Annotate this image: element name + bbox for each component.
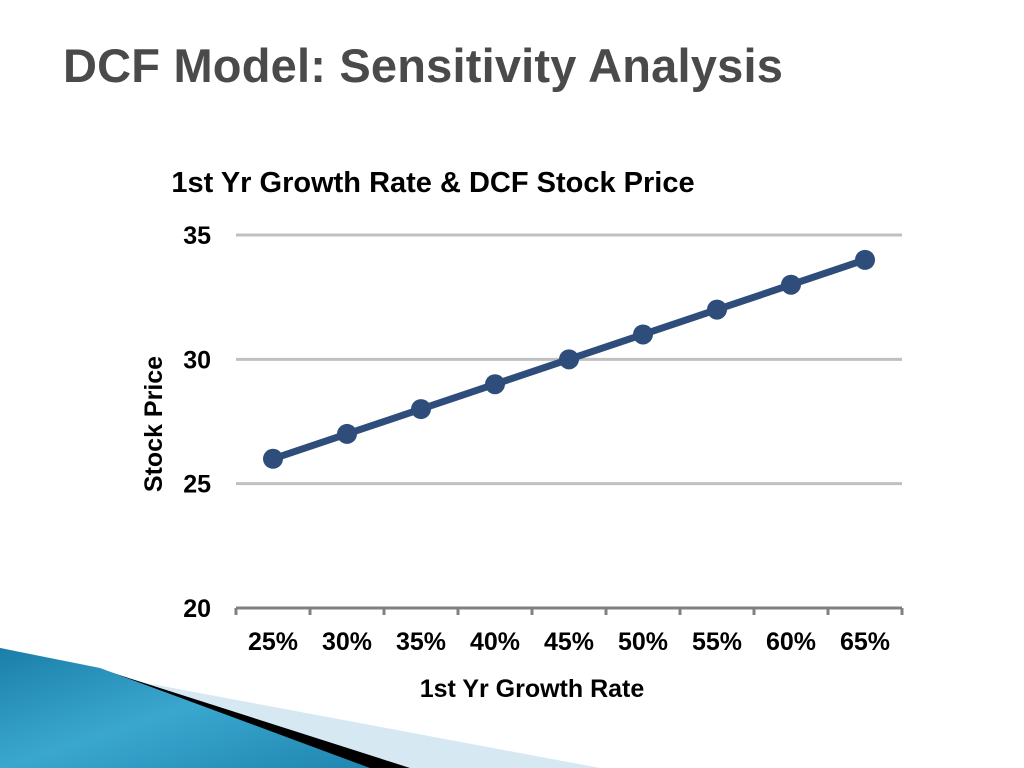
y-tick-label: 20 <box>183 595 211 623</box>
y-tick-label: 35 <box>183 222 211 250</box>
data-point-marker <box>263 448 283 469</box>
x-axis-label: 1st Yr Growth Rate <box>420 675 645 703</box>
data-point-marker <box>855 249 875 270</box>
x-tick-label: 55% <box>692 628 742 656</box>
y-tick-label: 25 <box>183 471 211 499</box>
data-point-marker <box>411 399 431 420</box>
data-point-marker <box>633 324 653 345</box>
x-tick-label: 50% <box>618 628 668 656</box>
data-point-marker <box>707 299 727 320</box>
x-tick-label: 60% <box>766 628 816 656</box>
y-tick-label: 30 <box>183 346 211 374</box>
data-point-marker <box>337 423 357 444</box>
x-tick-label: 25% <box>248 628 298 656</box>
y-axis-tick-labels: 20 25 30 35 <box>183 222 211 623</box>
data-point-marker <box>485 374 505 395</box>
x-tick-label: 45% <box>544 628 594 656</box>
x-tick-label: 40% <box>470 628 520 656</box>
x-axis <box>234 606 904 615</box>
slide-title: DCF Model: Sensitivity Analysis <box>63 39 784 92</box>
x-tick-label: 65% <box>840 628 890 656</box>
chart-title: 1st Yr Growth Rate & DCF Stock Price <box>171 167 694 199</box>
x-axis-tick-labels: 25% 30% 35% 40% 45% 50% 55% 60% 65% <box>248 628 890 656</box>
series-stock-price <box>263 249 875 469</box>
data-point-marker <box>559 349 579 370</box>
data-point-marker <box>781 274 801 295</box>
y-axis-label: Stock Price <box>140 356 168 492</box>
x-tick-label: 30% <box>322 628 372 656</box>
swoosh-blue-band <box>0 648 370 768</box>
x-tick-label: 35% <box>396 628 446 656</box>
